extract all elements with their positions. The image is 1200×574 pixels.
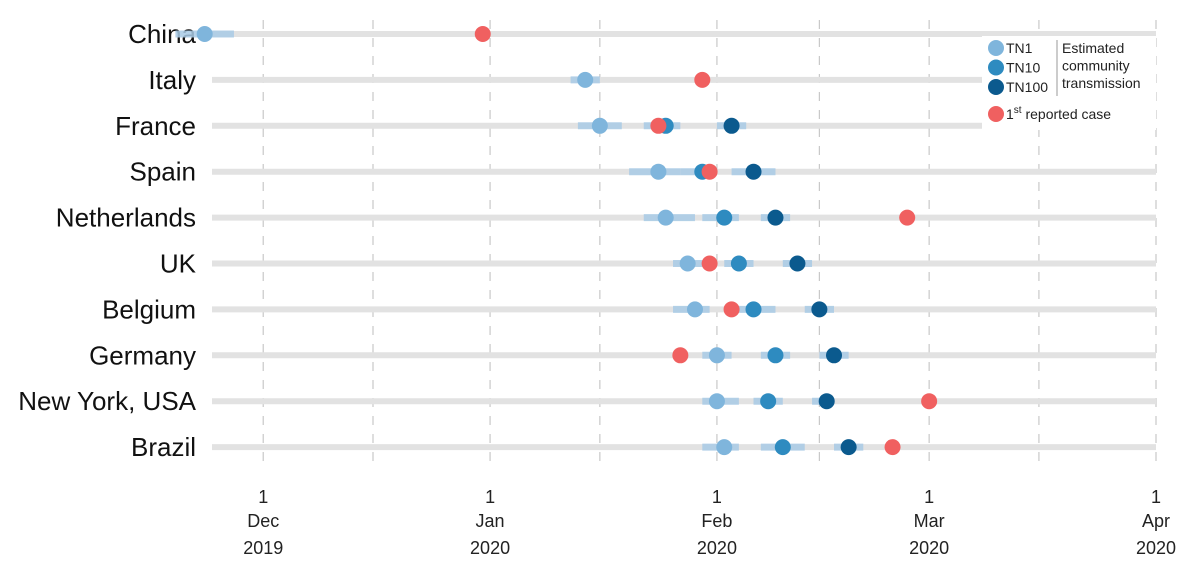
- country-label-belgium: Belgium: [102, 294, 196, 324]
- legend-marker-tn10: [988, 59, 1004, 76]
- point-tn100-uk: [789, 255, 806, 272]
- country-label-italy: Italy: [148, 65, 196, 95]
- point-tn1-germany: [708, 347, 725, 364]
- point-tn100-new-york-usa: [818, 393, 835, 410]
- point-1st-reported-case-italy: [694, 71, 711, 88]
- tick-month: Mar: [914, 511, 945, 531]
- point-tn10-belgium: [745, 301, 762, 318]
- point-tn10-uk: [730, 255, 747, 272]
- point-tn10-germany: [767, 347, 784, 364]
- tick-day: 1: [485, 487, 495, 507]
- point-tn1-italy: [577, 71, 594, 88]
- point-tn10-netherlands: [716, 209, 733, 226]
- point-tn100-netherlands: [767, 209, 784, 226]
- point-tn1-new-york-usa: [708, 393, 725, 410]
- point-tn1-brazil: [716, 439, 733, 456]
- tick-month: Dec: [247, 511, 279, 531]
- tick-month: Feb: [701, 511, 732, 531]
- point-tn1-belgium: [686, 301, 703, 318]
- x-tick-2020-03-01: 1 Mar 2020: [909, 487, 949, 558]
- point-1st-reported-case-new-york-usa: [921, 393, 938, 410]
- point-1st-reported-case-china: [474, 26, 491, 42]
- point-tn100-spain: [745, 163, 762, 180]
- tick-day: 1: [924, 487, 934, 507]
- gridlines: [262, 20, 1157, 462]
- legend-marker-tn1: [988, 40, 1004, 56]
- point-tn100-germany: [826, 347, 843, 364]
- point-tn10-new-york-usa: [760, 393, 777, 410]
- tick-day: 1: [258, 487, 268, 507]
- legend-note-line: transmission: [1062, 75, 1141, 91]
- country-labels: ChinaItalyFranceSpainNetherlandsUKBelgiu…: [18, 19, 196, 462]
- x-tick-2019-12-01: 1 Dec 2019: [243, 487, 283, 558]
- country-label-netherlands: Netherlands: [56, 203, 196, 233]
- legend-marker-tn100: [988, 79, 1004, 95]
- confidence-intervals: [175, 30, 864, 451]
- point-tn1-netherlands: [657, 209, 674, 226]
- point-tn100-belgium: [811, 301, 828, 318]
- point-1st-reported-case-netherlands: [899, 209, 916, 226]
- legend-label-tn1: TN1: [1006, 40, 1033, 56]
- point-tn1-france: [591, 117, 608, 134]
- legend-label-tn10: TN10: [1006, 60, 1040, 76]
- point-tn10-brazil: [774, 439, 791, 456]
- point-tn1-spain: [650, 163, 667, 180]
- point-tn1-uk: [679, 255, 696, 272]
- tick-year: 2020: [909, 538, 949, 558]
- country-label-germany: Germany: [89, 340, 196, 370]
- legend-label-tn100: TN100: [1006, 79, 1048, 95]
- point-1st-reported-case-spain: [701, 163, 718, 180]
- legend-marker-reported: [988, 106, 1004, 122]
- tick-year: 2019: [243, 538, 283, 558]
- point-tn100-france: [723, 117, 740, 134]
- point-1st-reported-case-uk: [701, 255, 718, 272]
- legend-background: [982, 36, 1156, 130]
- point-1st-reported-case-brazil: [884, 439, 901, 456]
- x-tick-2020-04-01: 1 Apr 2020: [1136, 487, 1176, 558]
- legend: TN1 TN10 TN100 Estimated communitytransmissi…: [982, 36, 1156, 130]
- tick-year: 2020: [1136, 538, 1176, 558]
- legend-note-line: Estimated: [1062, 40, 1124, 56]
- country-label-spain: Spain: [130, 157, 197, 187]
- tick-year: 2020: [697, 538, 737, 558]
- country-label-brazil: Brazil: [131, 432, 196, 462]
- data-points: [196, 26, 938, 456]
- tick-year: 2020: [470, 538, 510, 558]
- legend-label-reported: 1st reported case: [1006, 105, 1111, 122]
- point-tn100-brazil: [840, 439, 857, 456]
- tick-day: 1: [712, 487, 722, 507]
- country-label-uk: UK: [160, 249, 197, 279]
- point-1st-reported-case-france: [650, 117, 667, 134]
- tick-month: Jan: [476, 511, 505, 531]
- x-axis: 1 Dec 2019 1 Jan 2020 1 Feb 2020 1 Mar 2020 1 Apr 2020: [243, 487, 1176, 558]
- tick-day: 1: [1151, 487, 1161, 507]
- tick-month: Apr: [1142, 511, 1170, 531]
- point-1st-reported-case-belgium: [723, 301, 740, 318]
- x-tick-2020-01-01: 1 Jan 2020: [470, 487, 510, 558]
- legend-note-line: community: [1062, 58, 1130, 74]
- point-1st-reported-case-germany: [672, 347, 689, 364]
- country-label-france: France: [115, 111, 196, 141]
- country-label-new-york-usa: New York, USA: [18, 386, 196, 416]
- point-tn1-china: [196, 26, 213, 42]
- x-tick-2020-02-01: 1 Feb 2020: [697, 487, 737, 558]
